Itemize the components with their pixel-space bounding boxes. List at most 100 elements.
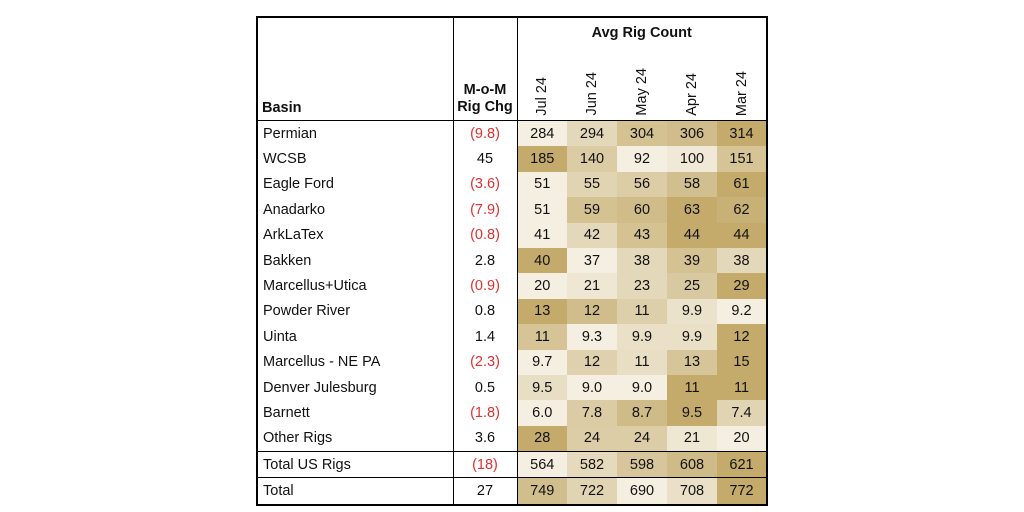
mom-change-cell: 3.6 xyxy=(453,425,518,452)
table-row: Barnett (1.8) 6.0 7.8 8.7 9.5 7.4 xyxy=(257,400,767,426)
rig-count-cell: 582 xyxy=(567,451,617,478)
mom-change-cell: 2.8 xyxy=(453,247,518,274)
rig-count-cell: 284 xyxy=(517,120,567,147)
rig-count-cell: 28 xyxy=(517,425,567,452)
mom-change-cell: (9.8) xyxy=(453,120,518,147)
basin-header: Basin xyxy=(257,17,454,121)
mom-header-line2: Rig Chg xyxy=(457,99,513,115)
rig-count-cell: 9.3 xyxy=(567,324,617,350)
rig-count-cell: 25 xyxy=(667,273,717,299)
rig-count-cell: 6.0 xyxy=(517,400,567,426)
basin-name-cell: WCSB xyxy=(257,146,454,172)
table-row: Eagle Ford (3.6) 51 55 56 58 61 xyxy=(257,171,767,198)
rig-count-cell: 9.5 xyxy=(667,400,717,426)
rig-count-cell: 39 xyxy=(667,247,717,274)
month-header-apr-24: Apr 24 xyxy=(667,48,717,121)
mom-change-cell: (0.9) xyxy=(453,273,518,299)
month-header-jun-24: Jun 24 xyxy=(567,48,617,121)
basin-name-cell: Powder River xyxy=(257,298,454,325)
rig-count-cell: 8.7 xyxy=(617,400,667,426)
rig-count-table: Basin M-o-M Rig Chg Avg Rig Count Jul 24 … xyxy=(256,16,768,506)
rig-count-cell: 9.9 xyxy=(617,324,667,350)
mom-rig-change-header: M-o-M Rig Chg xyxy=(453,17,518,121)
rig-count-cell: 15 xyxy=(717,349,767,375)
mom-change-cell: 27 xyxy=(453,477,518,505)
rig-count-cell: 63 xyxy=(667,197,717,223)
rig-count-cell: 40 xyxy=(517,247,567,274)
rig-count-cell: 21 xyxy=(667,425,717,452)
rig-count-cell: 41 xyxy=(517,222,567,248)
rig-count-cell: 772 xyxy=(717,477,767,505)
rig-count-cell: 598 xyxy=(617,451,667,478)
rig-count-cell: 294 xyxy=(567,120,617,147)
mom-change-cell: (18) xyxy=(453,451,518,478)
rig-count-cell: 51 xyxy=(517,197,567,223)
rig-count-cell: 608 xyxy=(667,451,717,478)
rig-count-cell: 12 xyxy=(567,349,617,375)
rig-count-cell: 21 xyxy=(567,273,617,299)
basin-name-cell: Bakken xyxy=(257,247,454,274)
rig-count-cell: 7.8 xyxy=(567,400,617,426)
rig-count-cell: 23 xyxy=(617,273,667,299)
table-row: Total 27 749 722 690 708 772 xyxy=(257,477,767,505)
basin-name-cell: Eagle Ford xyxy=(257,171,454,198)
rig-count-cell: 11 xyxy=(667,374,717,401)
rig-count-cell: 722 xyxy=(567,477,617,505)
rig-count-cell: 749 xyxy=(517,477,567,505)
basin-name-cell: Other Rigs xyxy=(257,425,454,452)
basin-name-cell: Total xyxy=(257,477,454,505)
rig-count-cell: 9.2 xyxy=(717,298,767,325)
avg-rig-count-header: Avg Rig Count xyxy=(591,25,692,41)
table-row: Denver Julesburg 0.5 9.5 9.0 9.0 11 11 xyxy=(257,374,767,401)
basin-name-cell: Barnett xyxy=(257,400,454,426)
rig-count-cell: 9.0 xyxy=(567,374,617,401)
rig-count-cell: 56 xyxy=(617,171,667,198)
rig-count-cell: 690 xyxy=(617,477,667,505)
rig-count-cell: 304 xyxy=(617,120,667,147)
rig-count-cell: 60 xyxy=(617,197,667,223)
rig-count-cell: 314 xyxy=(717,120,767,147)
basin-name-cell: ArkLaTex xyxy=(257,222,454,248)
table-row: ArkLaTex (0.8) 41 42 43 44 44 xyxy=(257,222,767,248)
rig-count-cell: 38 xyxy=(617,247,667,274)
rig-count-cell: 708 xyxy=(667,477,717,505)
rig-count-cell: 20 xyxy=(517,273,567,299)
basin-name-cell: Marcellus+Utica xyxy=(257,273,454,299)
table-row: Uinta 1.4 11 9.3 9.9 9.9 12 xyxy=(257,324,767,350)
month-label: Jun 24 xyxy=(584,72,600,116)
mom-change-cell: (7.9) xyxy=(453,197,518,223)
rig-count-cell: 61 xyxy=(717,171,767,198)
table-row: Total US Rigs (18) 564 582 598 608 621 xyxy=(257,451,767,478)
mom-change-cell: (0.8) xyxy=(453,222,518,248)
table-body: Permian (9.8) 284 294 304 306 314 WCSB 45 185 140 9… xyxy=(257,120,767,505)
mom-change-cell: 45 xyxy=(453,146,518,172)
month-label: Mar 24 xyxy=(733,70,750,116)
table-row: Powder River 0.8 13 12 11 9.9 9.2 xyxy=(257,298,767,325)
month-header-jul-24: Jul 24 xyxy=(517,48,567,121)
rig-count-cell: 55 xyxy=(567,171,617,198)
mom-change-cell: (2.3) xyxy=(453,349,518,375)
rig-count-cell: 11 xyxy=(717,374,767,401)
rig-count-cell: 12 xyxy=(567,298,617,325)
rig-count-cell: 42 xyxy=(567,222,617,248)
rig-count-cell: 564 xyxy=(517,451,567,478)
rig-count-cell: 37 xyxy=(567,247,617,274)
rig-count-cell: 62 xyxy=(717,197,767,223)
rig-count-cell: 59 xyxy=(567,197,617,223)
rig-count-cell: 24 xyxy=(567,425,617,452)
rig-count-cell: 58 xyxy=(667,171,717,198)
table-row: Anadarko (7.9) 51 59 60 63 62 xyxy=(257,197,767,223)
rig-count-cell: 38 xyxy=(717,247,767,274)
basin-name-cell: Permian xyxy=(257,120,454,147)
rig-count-cell: 9.5 xyxy=(517,374,567,401)
rig-count-cell: 9.9 xyxy=(667,298,717,325)
rig-count-cell: 13 xyxy=(517,298,567,325)
mom-header-line1: M-o-M xyxy=(463,82,507,98)
mom-change-cell: (3.6) xyxy=(453,171,518,198)
rig-count-cell: 11 xyxy=(617,298,667,325)
table-row: Bakken 2.8 40 37 38 39 38 xyxy=(257,247,767,274)
rig-count-cell: 44 xyxy=(717,222,767,248)
basin-name-cell: Marcellus - NE PA xyxy=(257,349,454,375)
rig-count-cell: 12 xyxy=(717,324,767,350)
rig-count-cell: 100 xyxy=(667,146,717,172)
